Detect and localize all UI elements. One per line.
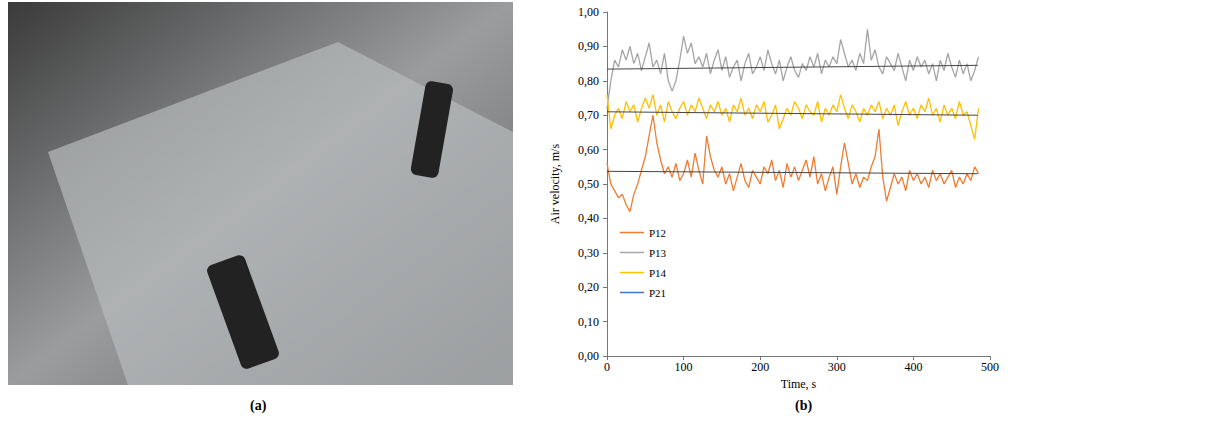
svg-text:300: 300 [828, 360, 846, 374]
svg-text:0,80: 0,80 [578, 74, 599, 88]
svg-text:0,50: 0,50 [578, 177, 599, 191]
svg-text:0,70: 0,70 [578, 108, 599, 122]
svg-text:P14: P14 [649, 267, 667, 279]
svg-text:Air velocity, m/s: Air velocity, m/s [548, 144, 562, 225]
svg-text:500: 500 [981, 360, 999, 374]
svg-text:0: 0 [604, 360, 610, 374]
svg-text:200: 200 [751, 360, 769, 374]
svg-text:400: 400 [904, 360, 922, 374]
html-text:(a): (a) [250, 398, 267, 413]
svg-text:P12: P12 [649, 227, 666, 239]
svg-text:P21: P21 [649, 287, 666, 299]
svg-text:0,30: 0,30 [578, 246, 599, 260]
svg-text:0,90: 0,90 [578, 39, 599, 53]
svg-text:0,40: 0,40 [578, 211, 599, 225]
svg-text:0,00: 0,00 [578, 349, 599, 363]
svg-text:100: 100 [675, 360, 693, 374]
svg-text:Time, s: Time, s [781, 377, 817, 391]
html-text:(b): (b) [795, 398, 813, 413]
svg-text:P13: P13 [649, 247, 667, 259]
svg-text:0,10: 0,10 [578, 315, 599, 329]
svg-text:0,60: 0,60 [578, 143, 599, 157]
svg-text:0,20: 0,20 [578, 280, 599, 294]
svg-text:1,00: 1,00 [578, 5, 599, 19]
